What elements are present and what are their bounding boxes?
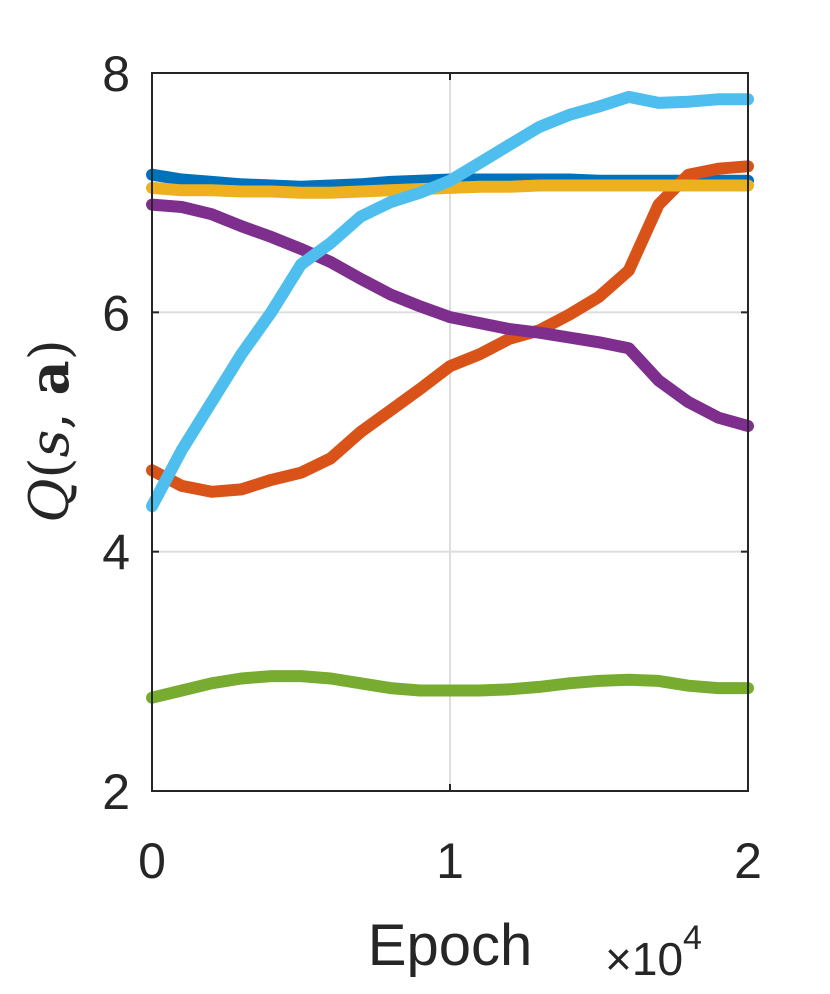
y-label-q: Q [18, 478, 81, 522]
y-label-comma: , [18, 395, 81, 429]
x-tick-label-1: 1 [436, 833, 464, 889]
y-tick-label-2: 6 [102, 285, 130, 341]
x-axis-multiplier: ×104 [605, 919, 702, 985]
x-tick-label-2: 2 [734, 833, 762, 889]
axis-ticks [151, 72, 749, 792]
series-line-2 [146, 179, 754, 199]
series-line-4 [146, 670, 754, 704]
x-axis-multiplier-exponent: 4 [683, 919, 702, 957]
y-label-s: s [18, 430, 81, 458]
x-axis-multiplier-base: ×10 [605, 933, 683, 985]
series-line-3 [146, 198, 754, 432]
series-lines [146, 90, 754, 704]
series-line-5 [146, 90, 754, 513]
tick-labels: 0 1 2 2 4 6 8 [102, 46, 762, 889]
y-label-close: ) [18, 339, 81, 360]
x-tick-label-0: 0 [138, 833, 166, 889]
y-tick-label-3: 8 [102, 46, 130, 102]
y-tick-label-0: 2 [102, 764, 130, 820]
y-axis-label: Q(s, a) [17, 339, 81, 523]
y-label-open: ( [18, 457, 81, 478]
x-axis-label: Epoch [368, 913, 532, 978]
y-tick-label-1: 4 [102, 525, 130, 581]
series-line-1 [146, 160, 754, 498]
y-label-a: a [17, 360, 81, 395]
